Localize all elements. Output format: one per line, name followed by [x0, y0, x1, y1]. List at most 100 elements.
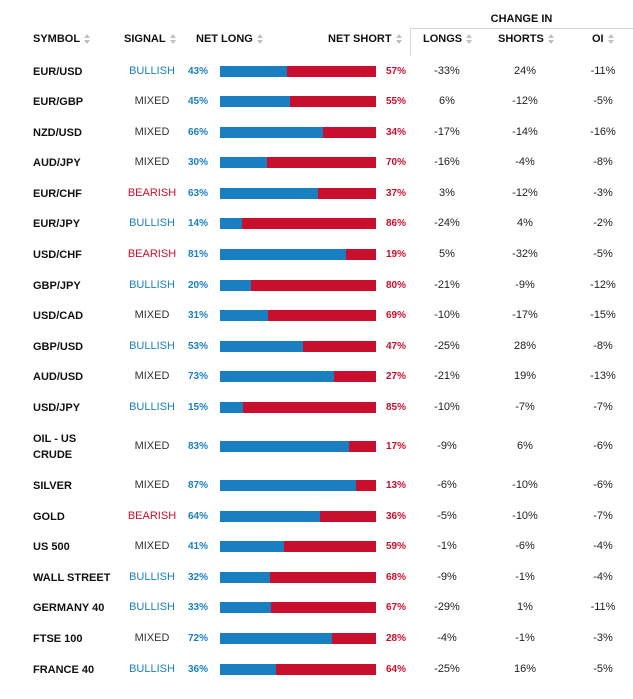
table-row[interactable]: OIL - US CRUDE MIXED 83% 17% -9% 6% -6%: [0, 431, 633, 463]
net-long-value: 36%: [188, 664, 209, 675]
net-long-bar: [220, 127, 323, 138]
symbol-cell[interactable]: USD/JPY: [33, 402, 81, 414]
change-shorts-cell: 4%: [517, 217, 533, 229]
symbol-cell[interactable]: FTSE 100: [33, 633, 83, 645]
symbol-cell[interactable]: AUD/JPY: [33, 157, 81, 169]
net-short-value: 70%: [386, 157, 407, 168]
symbol-cell[interactable]: OIL - US CRUDE: [33, 433, 77, 461]
header-signal[interactable]: SIGNAL: [124, 33, 176, 45]
sentiment-bar: [220, 480, 376, 491]
net-long-bar: [220, 157, 267, 168]
net-long-bar: [220, 541, 284, 552]
signal-cell: BULLISH: [129, 217, 175, 229]
sentiment-bar: [220, 249, 376, 260]
symbol-cell[interactable]: EUR/JPY: [33, 218, 81, 230]
table-row[interactable]: EUR/CHF BEARISH 63% 37% 3% -12% -3%: [0, 178, 633, 210]
change-longs-cell: -29%: [434, 601, 460, 613]
change-longs-cell: -5%: [437, 510, 457, 522]
net-short-bar: [333, 371, 376, 382]
table-row[interactable]: FRANCE 40 BULLISH 36% 64% -25% 16% -5%: [0, 654, 633, 686]
table-row[interactable]: SILVER MIXED 87% 13% -6% -10% -6%: [0, 470, 633, 502]
net-short-value: 17%: [386, 441, 407, 452]
header-longs[interactable]: LONGS: [423, 33, 473, 45]
header-net-short[interactable]: NET SHORT: [328, 33, 402, 45]
table-row[interactable]: EUR/GBP MIXED 45% 55% 6% -12% -5%: [0, 86, 633, 118]
change-shorts-cell: -17%: [512, 309, 538, 321]
change-in-group-header: CHANGE IN: [490, 13, 553, 25]
symbol-cell[interactable]: WALL STREET: [33, 572, 111, 584]
net-short-value: 80%: [386, 280, 407, 291]
change-oi-cell: -12%: [590, 279, 616, 291]
net-short-bar: [319, 511, 376, 522]
symbol-cell[interactable]: EUR/CHF: [33, 188, 82, 200]
signal-cell: MIXED: [134, 540, 170, 552]
symbol-cell[interactable]: AUD/USD: [33, 371, 84, 383]
net-short-bar: [349, 441, 376, 452]
change-longs-cell: -25%: [434, 663, 460, 675]
change-shorts-cell: 28%: [513, 340, 537, 352]
symbol-cell[interactable]: EUR/USD: [33, 66, 83, 78]
sentiment-bar: [220, 402, 376, 413]
symbol-cell[interactable]: USD/CAD: [33, 310, 84, 322]
sort-icon: [84, 33, 91, 45]
sort-icon: [169, 33, 176, 45]
sentiment-bar: [220, 96, 376, 107]
net-long-bar: [220, 96, 291, 107]
table-row[interactable]: US 500 MIXED 41% 59% -1% -6% -4%: [0, 531, 633, 563]
symbol-cell[interactable]: GOLD: [33, 511, 65, 523]
change-oi-cell: -8%: [593, 340, 613, 352]
symbol-cell[interactable]: EUR/GBP: [33, 96, 84, 108]
symbol-cell[interactable]: USD/CHF: [33, 249, 82, 261]
net-long-value: 45%: [188, 96, 209, 107]
signal-cell: BULLISH: [129, 340, 175, 352]
table-row[interactable]: GOLD BEARISH 64% 36% -5% -10% -7%: [0, 501, 633, 533]
table-row[interactable]: AUD/JPY MIXED 30% 70% -16% -4% -8%: [0, 147, 633, 179]
change-longs-cell: 6%: [439, 95, 455, 107]
symbol-cell[interactable]: NZD/USD: [33, 127, 82, 139]
sentiment-bar: [220, 572, 376, 583]
table-row[interactable]: GERMANY 40 BULLISH 33% 67% -29% 1% -11%: [0, 592, 633, 624]
table-row[interactable]: NZD/USD MIXED 66% 34% -17% -14% -16%: [0, 117, 633, 149]
net-short-bar: [322, 127, 376, 138]
table-row[interactable]: WALL STREET BULLISH 32% 68% -9% -1% -4%: [0, 562, 633, 594]
symbol-cell[interactable]: SILVER: [33, 480, 72, 492]
symbol-cell[interactable]: FRANCE 40: [33, 664, 95, 676]
table-row[interactable]: FTSE 100 MIXED 72% 28% -4% -1% -3%: [0, 623, 633, 655]
table-row[interactable]: EUR/USD BULLISH 43% 57% -33% 24% -11%: [0, 56, 633, 88]
table-row[interactable]: USD/CAD MIXED 31% 69% -10% -17% -15%: [0, 300, 633, 332]
header-net-long[interactable]: NET LONG: [196, 33, 263, 45]
symbol-cell[interactable]: GERMANY 40: [33, 602, 105, 614]
sentiment-bar: [220, 157, 376, 168]
sort-icon: [547, 33, 554, 45]
net-long-value: 32%: [188, 572, 209, 583]
table-row[interactable]: USD/CHF BEARISH 81% 19% 5% -32% -5%: [0, 239, 633, 271]
change-oi-cell: -15%: [590, 309, 616, 321]
table-row[interactable]: GBP/USD BULLISH 53% 47% -25% 28% -8%: [0, 331, 633, 363]
symbol-cell[interactable]: US 500: [33, 541, 70, 553]
net-short-value: 34%: [386, 127, 407, 138]
header-shorts[interactable]: SHORTS: [498, 33, 554, 45]
symbol-cell[interactable]: GBP/JPY: [33, 280, 81, 292]
table-row[interactable]: EUR/JPY BULLISH 14% 86% -24% 4% -2%: [0, 208, 633, 240]
signal-cell: MIXED: [134, 440, 170, 452]
header-symbol[interactable]: SYMBOL: [33, 33, 91, 45]
symbol-cell[interactable]: GBP/USD: [33, 341, 84, 353]
sentiment-bar: [220, 218, 376, 229]
change-oi-cell: -4%: [593, 540, 613, 552]
net-long-bar: [220, 371, 334, 382]
signal-cell: BEARISH: [127, 248, 177, 260]
net-short-value: 13%: [386, 480, 407, 491]
change-oi-cell: -11%: [590, 601, 616, 613]
change-shorts-cell: -6%: [515, 540, 535, 552]
table-row[interactable]: GBP/JPY BULLISH 20% 80% -21% -9% -12%: [0, 270, 633, 302]
net-short-bar: [266, 157, 376, 168]
header-oi[interactable]: OI: [592, 33, 614, 45]
net-long-value: 31%: [188, 310, 209, 321]
change-oi-cell: -4%: [593, 571, 613, 583]
change-longs-cell: -9%: [437, 440, 457, 452]
table-row[interactable]: AUD/USD MIXED 73% 27% -21% 19% -13%: [0, 361, 633, 393]
table-row[interactable]: USD/JPY BULLISH 15% 85% -10% -7% -7%: [0, 392, 633, 424]
change-shorts-cell: -4%: [515, 156, 535, 168]
sentiment-bar: [220, 441, 376, 452]
